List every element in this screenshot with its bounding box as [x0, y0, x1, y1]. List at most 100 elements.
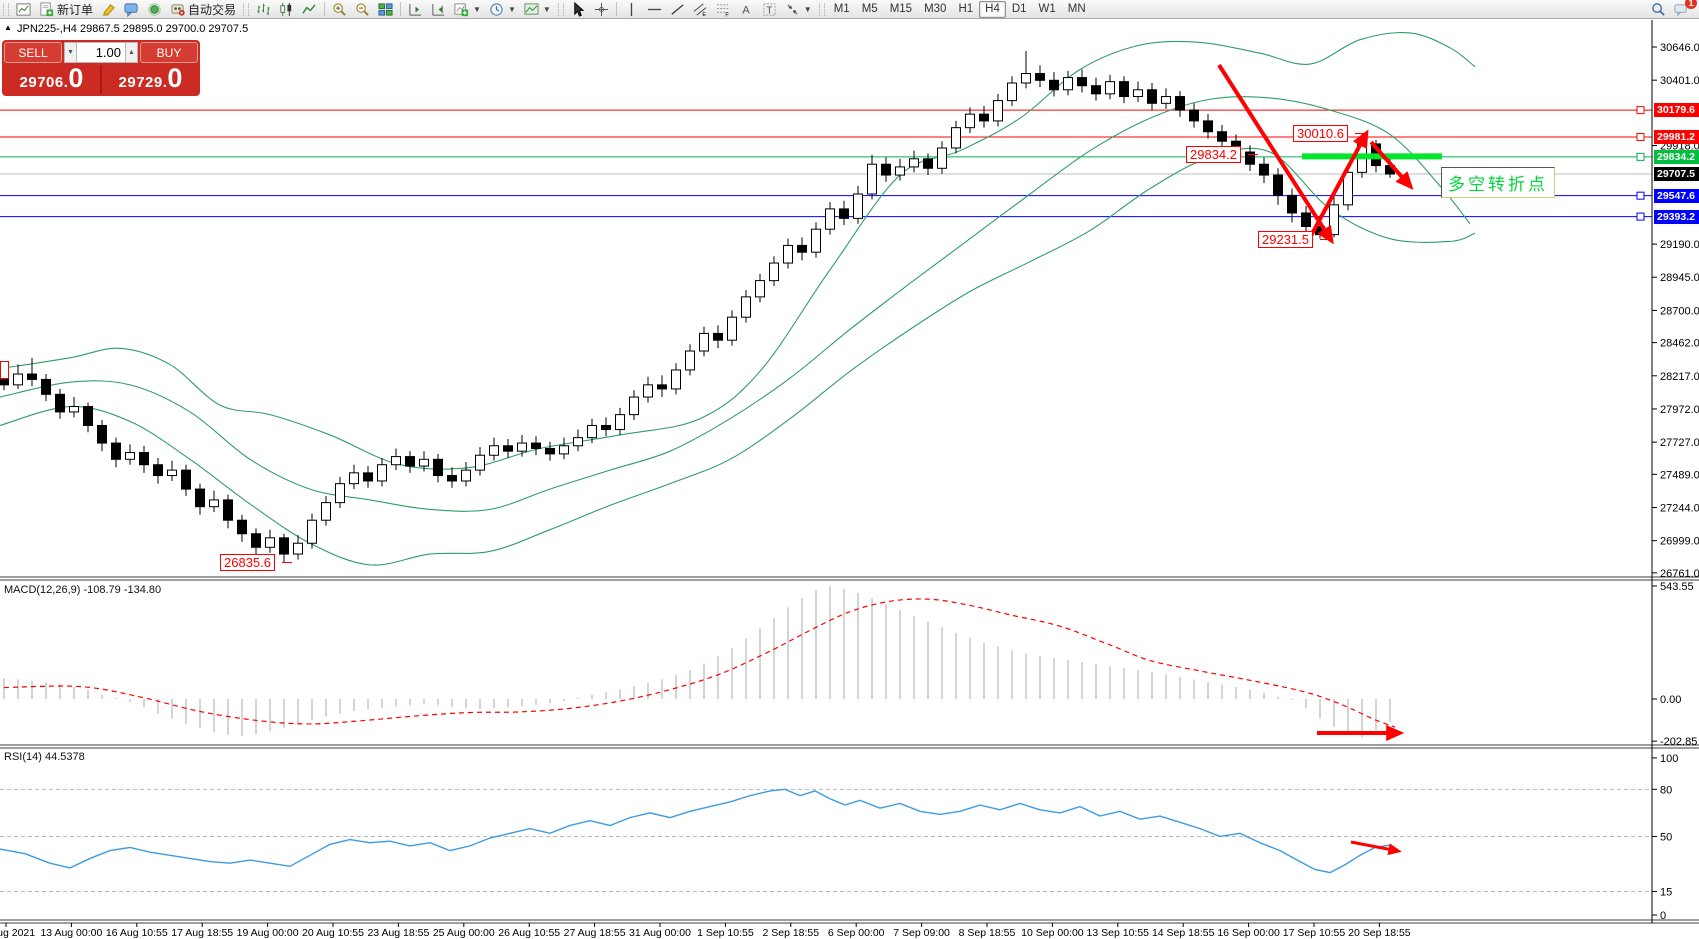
text-tool[interactable]: A	[735, 1, 758, 18]
candle-body	[125, 452, 135, 460]
candle-body	[377, 464, 387, 482]
vertical-line-tool[interactable]	[620, 1, 643, 18]
autotrading-button[interactable]: 自动交易	[166, 1, 240, 18]
new-order-button[interactable]: 新订单	[35, 1, 97, 18]
tab-mn[interactable]: MN	[1067, 3, 1086, 15]
volume-increase-button[interactable]: ▲	[125, 42, 138, 63]
fibonacci-tool[interactable]: F	[712, 1, 735, 18]
chart-window-icon[interactable]	[12, 1, 35, 18]
chat-icon[interactable]	[120, 1, 143, 18]
trend-arrow[interactable]	[1217, 63, 1334, 245]
note-annotation[interactable]: 多空转折点	[1441, 167, 1555, 198]
indicators-button[interactable]: ▼	[450, 1, 485, 18]
line-chart-type-icon[interactable]	[298, 1, 321, 18]
periods-caret: ▼	[507, 4, 516, 14]
price-tick-label: 30646.0	[1660, 42, 1699, 54]
candle-body	[825, 208, 835, 230]
volume-decrease-button[interactable]: ▼	[64, 42, 77, 63]
candle-body	[13, 373, 23, 386]
templates-button[interactable]: ▼	[520, 1, 555, 18]
toolbar-grip[interactable]	[3, 2, 9, 16]
tab-d1[interactable]: D1	[1011, 3, 1027, 15]
sell-button[interactable]: SELL	[4, 42, 62, 63]
search-icon[interactable]	[1647, 1, 1670, 18]
cursor-icon	[574, 1, 585, 17]
periods-button[interactable]: ▼	[485, 1, 520, 18]
volume-input[interactable]: 1.00	[77, 42, 125, 63]
candle-body	[1049, 79, 1059, 91]
line-handle	[1636, 191, 1645, 200]
tab-m30[interactable]: M30	[924, 3, 947, 15]
trendline-tool[interactable]	[666, 1, 689, 18]
tab-w1[interactable]: W1	[1038, 3, 1056, 15]
notification-bubble-glyph	[1674, 3, 1687, 16]
buy-price[interactable]: 29729. 0	[103, 63, 198, 94]
price-tag-annotation[interactable]: 26835.6	[220, 554, 275, 571]
channel-tool[interactable]: E	[689, 1, 712, 18]
sell-price-pips: 0	[68, 63, 84, 93]
clipped-price-tag[interactable]	[0, 361, 9, 379]
current-price-label: 29707.5	[1654, 167, 1699, 182]
toolbar-grip[interactable]	[557, 2, 564, 16]
cursor-tool[interactable]	[567, 1, 590, 18]
news-icon[interactable]	[143, 1, 166, 18]
candle-body	[713, 332, 723, 341]
sell-price-int: 29706.	[19, 74, 69, 91]
candle-body	[293, 542, 303, 555]
zoom-out-icon[interactable]	[351, 1, 374, 18]
horizontal-line-tool[interactable]	[643, 1, 666, 18]
chart-autoscroll-icon[interactable]	[427, 1, 450, 18]
candle-body	[1119, 81, 1129, 98]
autotrading-icon	[171, 3, 185, 16]
notifications-icon[interactable]: 1	[1670, 0, 1697, 18]
candle-body	[881, 163, 891, 176]
tab-h4[interactable]: H4	[979, 0, 1006, 18]
trend-arrow[interactable]	[1369, 140, 1414, 190]
price-tag-annotation[interactable]: 29231.5	[1258, 231, 1313, 248]
tile-windows-icon[interactable]	[374, 1, 397, 18]
price-tag-annotation[interactable]: 29834.2	[1186, 146, 1241, 163]
candle-body	[951, 127, 961, 149]
zoom-in-icon[interactable]	[328, 1, 351, 18]
time-tick-label: 2 Sep 18:55	[762, 927, 819, 939]
candlestick-type-icon[interactable]	[275, 1, 298, 18]
trend-arrow[interactable]	[1304, 129, 1369, 246]
news-icon-glyph	[148, 2, 161, 16]
buy-button[interactable]: BUY	[140, 42, 198, 63]
highlighter-icon[interactable]	[97, 1, 120, 18]
candle-body	[433, 458, 443, 477]
tab-m15[interactable]: M15	[889, 3, 913, 15]
crosshair-tool[interactable]	[590, 1, 613, 18]
time-tick-label: 10 Sep 00:00	[1021, 927, 1084, 939]
candle-body	[727, 316, 737, 341]
buy-price-pips: 0	[167, 63, 183, 93]
toolbar-grip[interactable]	[818, 2, 825, 16]
arrows-tool[interactable]: ▼	[781, 1, 816, 18]
sell-price[interactable]: 29706. 0	[4, 63, 99, 94]
candle-body	[839, 208, 849, 219]
tab-h1[interactable]: H1	[958, 3, 974, 15]
vertical-line-icon	[630, 2, 632, 16]
candle-body	[643, 384, 653, 398]
collapse-triangle-icon[interactable]: ▲	[4, 23, 12, 32]
tab-m5[interactable]: M5	[861, 3, 878, 15]
toolbar-grip[interactable]	[243, 2, 250, 16]
svg-text:T: T	[766, 5, 773, 16]
bar-chart-type-icon[interactable]	[252, 1, 275, 18]
time-tick-label: 16 Sep 00:00	[1217, 927, 1280, 939]
arrows-caret: ▼	[803, 4, 812, 14]
label-tool[interactable]: T	[758, 1, 781, 18]
trend-arrow[interactable]	[1350, 840, 1402, 856]
chart-shift-icon[interactable]	[404, 1, 427, 18]
highlighter-icon-glyph	[102, 3, 115, 16]
price-tag-annotation[interactable]: 30010.6	[1293, 125, 1348, 142]
tab-m1[interactable]: M1	[833, 3, 850, 15]
templates-caret: ▼	[542, 4, 551, 14]
candle-body	[1021, 73, 1031, 84]
candle-body	[139, 452, 149, 466]
candle-body	[783, 244, 793, 264]
bollinger-lower	[0, 147, 1476, 566]
candle-body	[503, 445, 513, 452]
indicators-icon	[454, 2, 469, 16]
